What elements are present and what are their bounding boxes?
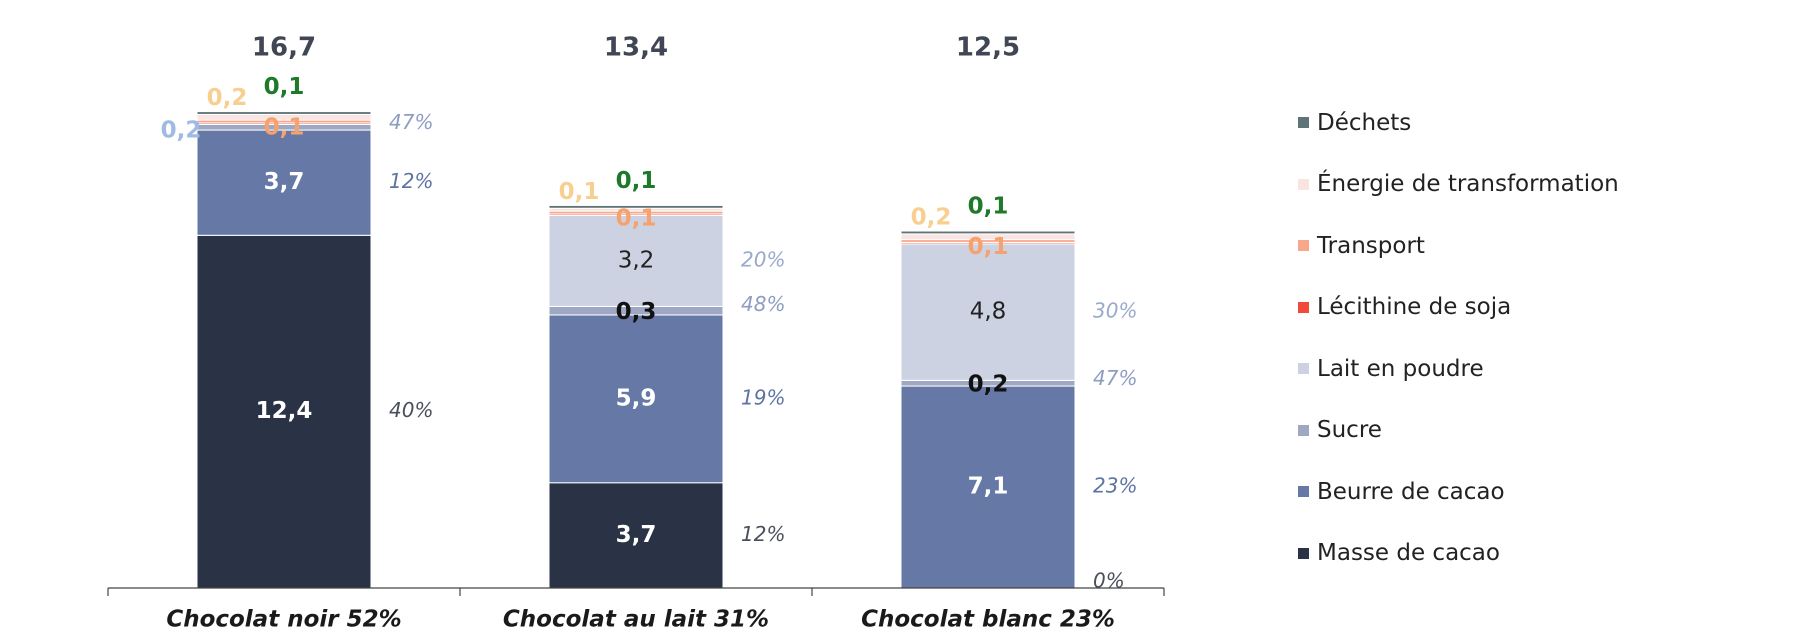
value-label-transport: 0,1	[616, 206, 657, 232]
legend-label-beurre: Beurre de cacao	[1317, 478, 1505, 505]
legend-item-transport: Transport	[1298, 215, 1619, 277]
legend-item-sucre: Sucre	[1298, 400, 1619, 462]
value-label-beurre: 5,9	[616, 385, 657, 411]
percent-label-masse: 0%	[1093, 569, 1125, 593]
bar-segment-beurre	[548, 314, 724, 484]
legend-label-sucre: Sucre	[1317, 417, 1382, 444]
legend-item-masse: Masse de cacao	[1298, 523, 1619, 585]
value-label-energie: 0,1	[559, 179, 600, 205]
legend-swatch-masse	[1298, 547, 1309, 559]
legend-swatch-lecithine	[1298, 301, 1309, 313]
legend: Déchets Énergie de transformation Transp…	[1298, 92, 1619, 584]
bar-segment-beurre	[900, 385, 1076, 589]
value-label-transport: 0,1	[968, 234, 1009, 260]
bar-segment-dechets	[548, 204, 724, 209]
legend-label-lecithine: Lécithine de soja	[1317, 294, 1512, 321]
legend-swatch-lait	[1298, 363, 1309, 375]
category-label: Chocolat blanc 23%	[861, 607, 1115, 633]
bar-segment-dechets	[196, 111, 372, 115]
percent-label-masse: 40%	[389, 398, 433, 422]
percent-label-sucre: 47%	[1093, 366, 1137, 390]
percent-label-beurre: 19%	[741, 385, 785, 409]
bar-segment-masse	[548, 482, 724, 589]
legend-label-masse: Masse de cacao	[1317, 540, 1500, 567]
value-label-dechets: 0,1	[264, 74, 305, 100]
legend-swatch-energie	[1298, 178, 1309, 190]
bar-segment-dechets	[900, 230, 1076, 235]
legend-swatch-transport	[1298, 240, 1309, 252]
percent-label-masse: 12%	[741, 522, 785, 546]
legend-item-energie: Énergie de transformation	[1298, 154, 1619, 216]
legend-label-transport: Transport	[1317, 232, 1425, 259]
legend-swatch-beurre	[1298, 486, 1309, 498]
legend-item-dechets: Déchets	[1298, 92, 1619, 154]
category-label: Chocolat au lait 31%	[503, 607, 769, 633]
legend-label-dechets: Déchets	[1317, 109, 1412, 136]
legend-swatch-dechets	[1298, 117, 1309, 129]
bar-segment-masse	[196, 234, 372, 589]
value-label-sucre: 0,2	[968, 372, 1009, 398]
percent-label-beurre: 23%	[1093, 474, 1137, 498]
value-label-masse: 12,4	[256, 398, 313, 424]
value-label-dechets: 0,1	[616, 168, 657, 194]
value-label-transport: 0,1	[264, 115, 305, 141]
value-label-energie: 0,2	[911, 204, 952, 230]
category-label: Chocolat noir 52%	[166, 607, 401, 633]
total-label: 13,4	[604, 33, 668, 63]
value-label-beurre: 7,1	[968, 474, 1009, 500]
total-label: 12,5	[956, 33, 1020, 63]
legend-label-energie: Énergie de transformation	[1317, 171, 1619, 198]
value-label-lait: 4,8	[970, 299, 1007, 325]
value-label-lait: 3,2	[618, 247, 655, 273]
legend-item-beurre: Beurre de cacao	[1298, 461, 1619, 523]
percent-label-sucre: 47%	[389, 110, 433, 134]
legend-item-lecithine: Lécithine de soja	[1298, 277, 1619, 339]
percent-label-sucre: 48%	[741, 292, 785, 316]
value-label-sucre: 0,2	[161, 118, 202, 144]
legend-item-lait: Lait en poudre	[1298, 338, 1619, 400]
value-label-sucre: 0,3	[616, 299, 657, 325]
value-label-energie: 0,2	[207, 85, 248, 111]
bar-segment-lait	[548, 214, 724, 307]
legend-swatch-sucre	[1298, 424, 1309, 436]
legend-label-lait: Lait en poudre	[1317, 355, 1484, 382]
percent-label-lait: 20%	[741, 247, 785, 271]
value-label-masse: 3,7	[616, 522, 657, 548]
percent-label-beurre: 12%	[389, 169, 433, 193]
percent-label-lait: 30%	[1093, 299, 1137, 323]
bar-segment-beurre	[196, 129, 372, 236]
value-label-dechets: 0,1	[968, 194, 1009, 220]
bar-segment-lait	[900, 243, 1076, 381]
total-label: 16,7	[252, 33, 316, 63]
value-label-beurre: 3,7	[264, 169, 305, 195]
